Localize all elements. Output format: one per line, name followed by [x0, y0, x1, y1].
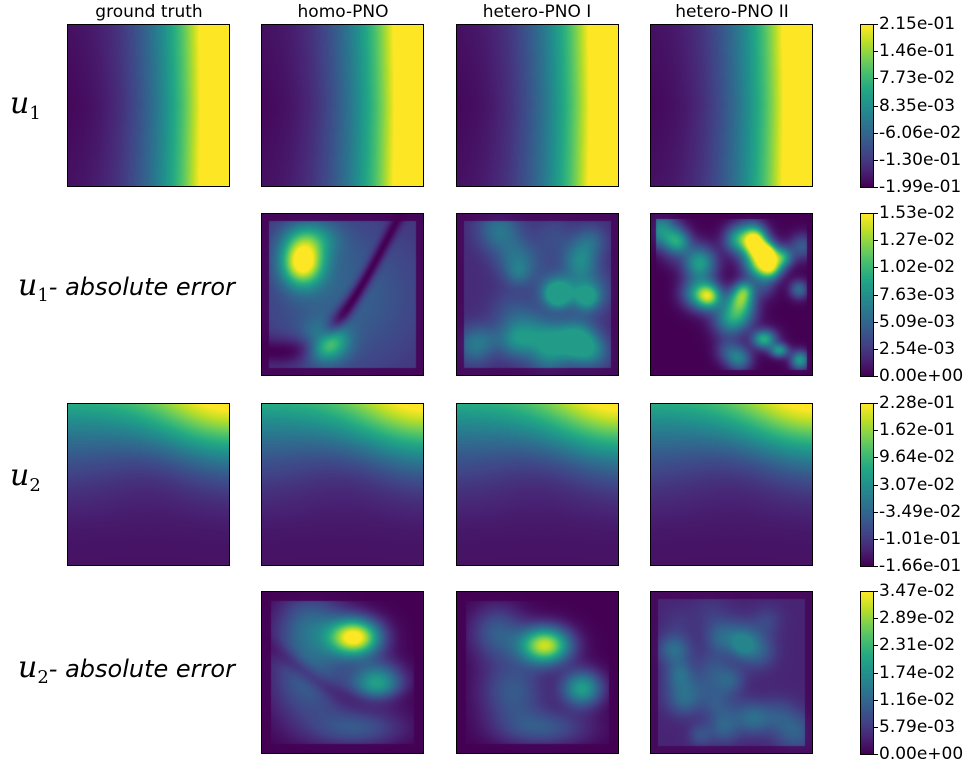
- heatmap-u2-hetero-pno-2: [650, 403, 813, 566]
- row-label-u1: u1: [10, 86, 41, 124]
- row-label-subscript: 2: [29, 475, 41, 496]
- colorbar-tick-label: -1.01e-01: [873, 528, 962, 549]
- heatmap-u2-error-homo-pno: [261, 591, 424, 754]
- row-label-u2: u2: [10, 458, 41, 496]
- colorbar-tick-label: 1.74e-02: [873, 662, 956, 683]
- colorbar-tick-label: 7.63e-03: [873, 284, 956, 305]
- colorbar-tick-label: 8.35e-03: [873, 95, 956, 116]
- heatmap-u1-error-hetero-pno-2: [650, 213, 813, 376]
- heatmap-u1-homo-pno: [261, 24, 424, 187]
- colorbar-tick-label: 1.53e-02: [873, 203, 956, 223]
- heatmap-u2-homo-pno: [261, 403, 424, 566]
- row-label-suffix: - absolute error: [48, 273, 235, 301]
- row-label-subscript: 2: [37, 667, 49, 688]
- heatmap-u2-error-hetero-pno-2: [650, 591, 813, 754]
- colorbar-tick-label: 1.27e-02: [873, 230, 956, 251]
- colorbar-tick-label: 5.79e-03: [873, 716, 956, 737]
- colorbar-tick-label: 2.54e-03: [873, 338, 956, 359]
- heatmap-u1-hetero-pno-1: [456, 24, 619, 187]
- heatmap-u1-error-homo-pno: [261, 213, 424, 376]
- colorbar-tick-label: -1.99e-01: [873, 177, 962, 197]
- colorbar-u2: [860, 403, 874, 567]
- heatmap-u2-hetero-pno-1: [456, 403, 619, 566]
- colorbar-tick-label: 3.07e-02: [873, 474, 956, 495]
- colorbar-tick-label: 9.64e-02: [873, 447, 956, 468]
- colorbar-tick-label: 1.16e-02: [873, 689, 956, 710]
- colorbar-tick-label: 2.31e-02: [873, 635, 956, 656]
- colorbar-tick-label: 0.00e+00: [873, 366, 964, 386]
- row-label-suffix: - absolute error: [48, 655, 235, 683]
- heatmap-u1-ground-truth: [67, 24, 230, 187]
- colorbar-tick-label: 3.47e-02: [873, 581, 956, 601]
- row-label-subscript: 1: [29, 103, 41, 124]
- heatmap-u2-ground-truth: [67, 403, 230, 566]
- colorbar-tick-label: -3.49e-02: [873, 501, 962, 522]
- colorbar-tick-label: -1.30e-01: [873, 149, 962, 170]
- colorbar-tick-label: -1.66e-01: [873, 556, 962, 576]
- colorbar-tick-label: 0.00e+00: [873, 744, 964, 764]
- column-title-hetero-pno-1: hetero-PNO I: [482, 2, 592, 22]
- heatmap-u2-error-hetero-pno-1: [456, 591, 619, 754]
- colorbar-tick-label: 1.02e-02: [873, 257, 956, 278]
- row-label-symbol: u: [18, 650, 38, 685]
- row-label-u1-error: u1- absolute error: [18, 268, 235, 306]
- row-label-subscript: 1: [37, 285, 49, 306]
- row-label-symbol: u: [10, 86, 30, 121]
- colorbar-u1: [860, 24, 874, 188]
- row-label-symbol: u: [10, 458, 30, 493]
- colorbar-tick-label: 1.46e-01: [873, 41, 956, 62]
- colorbar-u2-error: [860, 591, 874, 755]
- colorbar-u1-error: [860, 213, 874, 377]
- colorbar-tick-label: -6.06e-02: [873, 122, 962, 143]
- colorbar-tick-label: 2.15e-01: [873, 14, 956, 34]
- heatmap-u1-error-hetero-pno-1: [456, 213, 619, 376]
- colorbar-tick-label: 2.89e-02: [873, 608, 956, 629]
- colorbar-tick-label: 5.09e-03: [873, 311, 956, 332]
- colorbar-tick-label: 1.62e-01: [873, 420, 956, 441]
- heatmap-u1-hetero-pno-2: [650, 24, 813, 187]
- column-title-hetero-pno-2: hetero-PNO II: [675, 2, 789, 22]
- row-label-symbol: u: [18, 268, 38, 303]
- colorbar-tick-label: 7.73e-02: [873, 68, 956, 89]
- row-label-u2-error: u2- absolute error: [18, 650, 235, 688]
- column-title-homo-pno: homo-PNO: [297, 2, 389, 22]
- colorbar-tick-label: 2.28e-01: [873, 393, 956, 413]
- column-title-ground-truth: ground truth: [95, 2, 203, 22]
